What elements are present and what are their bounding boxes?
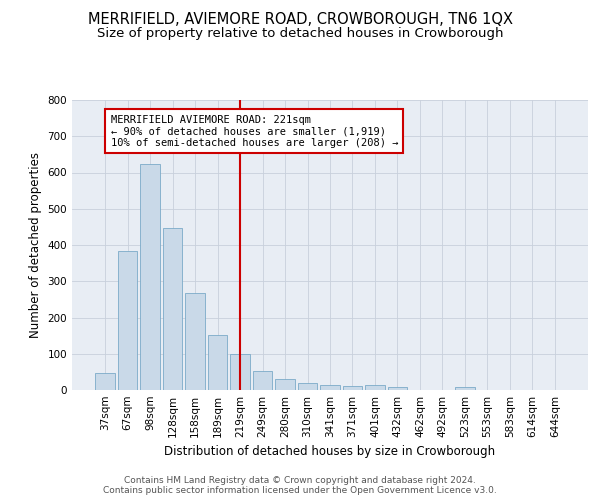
Bar <box>275 380 295 390</box>
Bar <box>118 251 137 390</box>
Bar <box>455 387 475 390</box>
Text: MERRIFIELD, AVIEMORE ROAD, CROWBOROUGH, TN6 1QX: MERRIFIELD, AVIEMORE ROAD, CROWBOROUGH, … <box>88 12 512 28</box>
Bar <box>253 371 272 390</box>
Bar <box>388 387 407 390</box>
Bar <box>163 228 182 390</box>
Bar <box>140 164 160 390</box>
Bar <box>208 334 227 390</box>
Text: Contains HM Land Registry data © Crown copyright and database right 2024.
Contai: Contains HM Land Registry data © Crown c… <box>103 476 497 495</box>
Bar <box>365 386 385 390</box>
Bar <box>320 384 340 390</box>
Bar <box>343 386 362 390</box>
Bar <box>185 293 205 390</box>
X-axis label: Distribution of detached houses by size in Crowborough: Distribution of detached houses by size … <box>164 446 496 458</box>
Y-axis label: Number of detached properties: Number of detached properties <box>29 152 42 338</box>
Bar <box>298 384 317 390</box>
Text: Size of property relative to detached houses in Crowborough: Size of property relative to detached ho… <box>97 28 503 40</box>
Bar <box>95 373 115 390</box>
Text: MERRIFIELD AVIEMORE ROAD: 221sqm
← 90% of detached houses are smaller (1,919)
10: MERRIFIELD AVIEMORE ROAD: 221sqm ← 90% o… <box>110 114 398 148</box>
Bar <box>230 354 250 390</box>
